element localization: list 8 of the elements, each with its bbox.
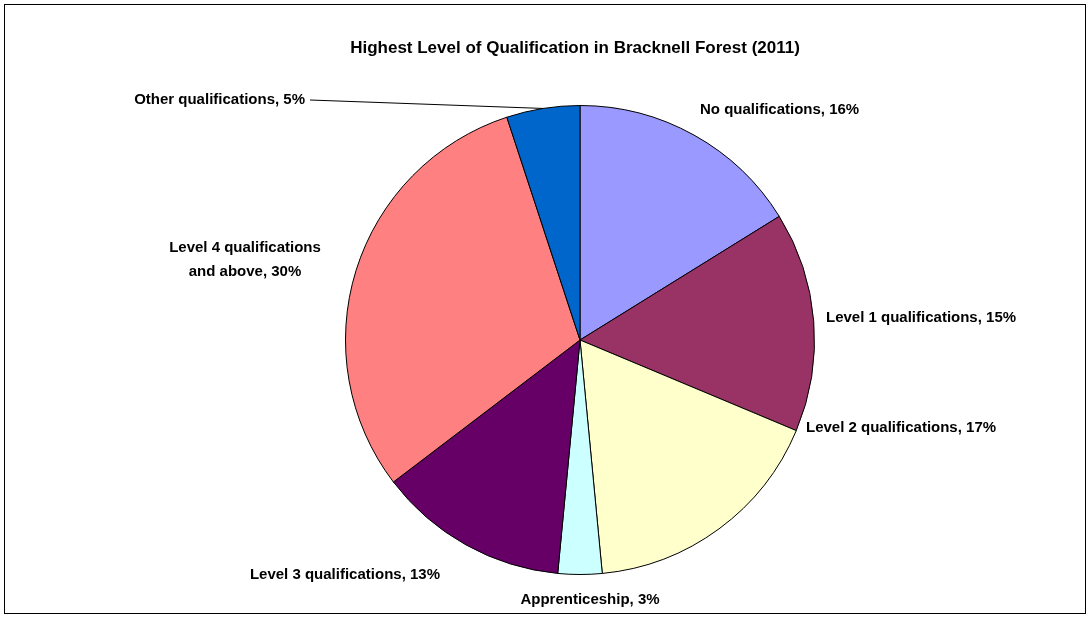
slice-label: Level 2 qualifications, 17% bbox=[806, 418, 997, 436]
chart-title: Highest Level of Qualification in Bracknell Forest (2011) bbox=[350, 37, 800, 57]
slice-label: Level 1 qualifications, 15% bbox=[826, 308, 1017, 326]
slice-label: Level 4 qualifications and above, 30% bbox=[169, 238, 321, 280]
slice-label: Other qualifications, 5% bbox=[134, 90, 305, 108]
slice-label: No qualifications, 16% bbox=[700, 100, 860, 118]
slice-label: Level 3 qualifications, 13% bbox=[249, 565, 440, 583]
slice-label: Apprenticeship, 3% bbox=[520, 590, 660, 608]
